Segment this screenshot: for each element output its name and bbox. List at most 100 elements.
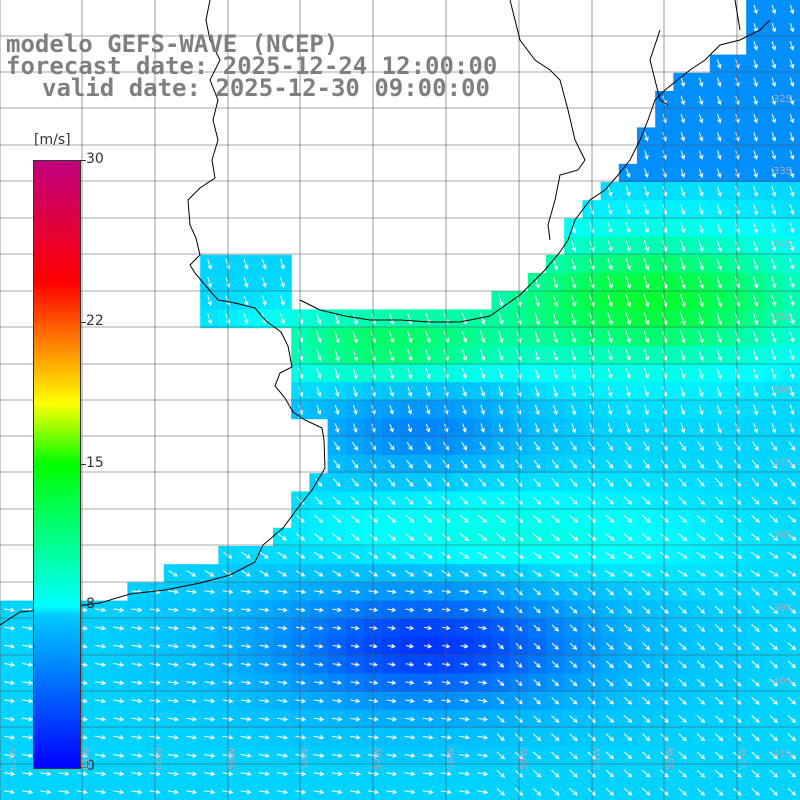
wind-arrow <box>680 150 686 160</box>
wind-arrow <box>607 186 613 197</box>
wind-arrow <box>624 642 633 651</box>
wind-arrow <box>696 605 706 614</box>
wind-arrow <box>350 698 361 704</box>
wind-arrow <box>316 367 322 380</box>
wind-arrow <box>425 349 431 362</box>
wind-arrow <box>680 294 686 308</box>
wind-arrow <box>459 753 471 758</box>
wind-arrow <box>643 312 650 326</box>
wind-arrow <box>222 789 234 795</box>
wind-arrow <box>625 330 631 344</box>
wind-arrow <box>569 478 578 487</box>
wind-arrow <box>605 642 614 651</box>
wind-arrow <box>259 570 269 577</box>
wind-arrow <box>204 589 216 595</box>
wind-arrow <box>4 716 16 722</box>
wind-arrow <box>607 422 613 434</box>
wind-arrow <box>204 607 216 613</box>
wind-arrow <box>422 735 434 740</box>
wind-arrow <box>605 787 615 796</box>
wind-arrow <box>569 606 578 614</box>
wind-arrow <box>607 294 613 308</box>
wind-arrow <box>624 678 633 687</box>
wind-arrow <box>223 551 233 559</box>
wind-arrow <box>113 735 125 740</box>
wind-arrow <box>769 587 778 596</box>
wind-arrow <box>461 441 468 451</box>
wind-arrow <box>424 643 433 649</box>
wind-arrow <box>789 41 795 51</box>
wind-arrow <box>551 587 560 596</box>
wind-arrow <box>753 349 759 362</box>
wind-arrow <box>789 386 795 398</box>
wind-arrow <box>351 478 359 487</box>
wind-arrow <box>222 589 234 595</box>
wind-arrow <box>550 551 561 559</box>
wind-arrow <box>771 312 777 325</box>
wind-arrow <box>753 276 759 289</box>
wind-arrow <box>95 753 107 758</box>
wind-arrow <box>605 496 615 505</box>
wind-arrow <box>771 113 777 124</box>
wind-arrow <box>496 769 505 778</box>
wind-arrow <box>388 330 395 344</box>
wind-arrow <box>277 753 289 758</box>
wind-arrow <box>787 660 797 669</box>
wind-arrow <box>186 771 198 777</box>
colorbar-tick-mark <box>80 767 86 768</box>
wind-arrow <box>58 771 70 777</box>
wind-arrow <box>680 186 686 197</box>
wind-arrow <box>753 222 759 234</box>
wind-arrow <box>167 607 179 613</box>
wind-arrow <box>461 349 468 362</box>
wind-arrow <box>222 662 234 667</box>
wind-arrow <box>404 716 416 722</box>
wind-arrow <box>222 680 234 686</box>
wind-arrow <box>714 642 724 651</box>
wind-arrow <box>496 751 505 760</box>
wind-arrow <box>404 789 416 795</box>
wind-arrow <box>752 441 759 451</box>
wind-arrow <box>753 386 759 398</box>
wind-arrow <box>623 751 633 760</box>
wind-arrow <box>751 478 760 487</box>
wind-arrow <box>605 570 615 577</box>
wind-arrow <box>404 753 416 758</box>
wind-arrow <box>478 459 486 469</box>
wind-arrow <box>350 496 360 505</box>
wind-arrow <box>623 733 633 742</box>
wind-arrow <box>331 789 343 795</box>
wind-arrow <box>551 679 560 687</box>
wind-arrow <box>553 404 558 416</box>
wind-arrow <box>751 459 760 469</box>
wind-arrow <box>316 331 322 344</box>
wind-arrow <box>698 222 704 234</box>
wind-arrow <box>696 769 706 778</box>
wind-arrow <box>461 367 467 380</box>
wind-arrow <box>771 150 777 160</box>
wind-arrow <box>479 441 486 451</box>
wind-arrow <box>95 625 107 631</box>
wind-arrow <box>533 661 541 668</box>
wind-arrow <box>552 331 559 344</box>
wind-arrow <box>314 680 324 685</box>
wind-arrow <box>167 771 179 777</box>
wind-arrow <box>240 607 252 613</box>
wind-arrow <box>643 294 650 308</box>
wind-arrow <box>462 386 467 397</box>
wind-arrow <box>771 349 777 361</box>
wind-arrow <box>22 680 34 686</box>
wind-arrow <box>332 496 342 505</box>
wind-arrow <box>788 478 796 487</box>
wind-arrow <box>678 678 687 687</box>
wind-arrow <box>277 643 288 649</box>
wind-arrow <box>787 587 797 596</box>
wind-arrow <box>589 404 595 416</box>
colorbar-unit: [m/s] <box>34 132 71 148</box>
wind-arrow <box>568 551 579 559</box>
wind-arrow <box>532 769 542 778</box>
wind-arrow <box>644 404 649 416</box>
wind-arrow <box>642 478 651 487</box>
wind-direction-arrows <box>4 4 797 796</box>
wind-arrow <box>679 441 686 451</box>
